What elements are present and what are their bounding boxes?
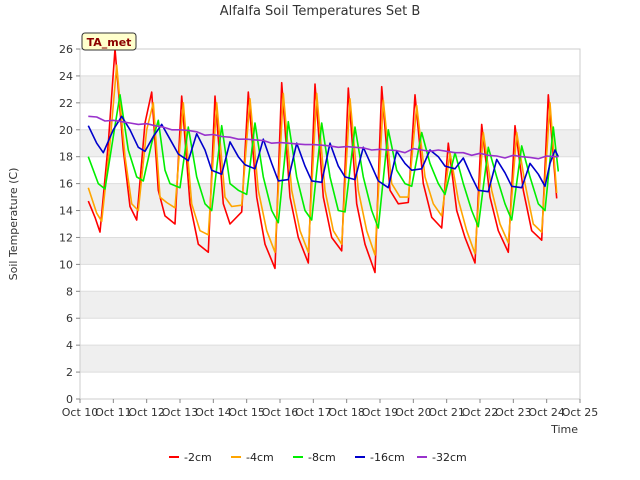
chart-title: Alfalfa Soil Temperatures Set B <box>220 4 421 19</box>
legend-label: -4cm <box>246 451 274 464</box>
site-badge: TA_met <box>81 32 137 51</box>
grid-bands <box>80 48 580 400</box>
grid-band <box>80 183 580 211</box>
legend-label: -8cm <box>308 451 336 464</box>
grid-band <box>80 75 580 103</box>
y-tick-label: 18 <box>59 151 73 164</box>
y-tick-label: 22 <box>59 97 73 110</box>
y-axis-label: Soil Temperature (C) <box>7 168 20 281</box>
y-tick-label: 8 <box>66 285 73 298</box>
y-tick-label: 4 <box>66 339 73 352</box>
y-tick-label: 24 <box>59 70 73 83</box>
series-line-minus-8cm <box>87 94 560 229</box>
series-line-minus-16cm <box>87 115 560 193</box>
legend-item: -16cm <box>355 451 405 464</box>
x-tick-label: Oct 14 <box>195 406 232 419</box>
x-tick-label: Oct 13 <box>162 406 199 419</box>
grid-band <box>80 291 580 319</box>
grid-band <box>80 345 580 373</box>
x-tick-label: Oct 16 <box>262 406 299 419</box>
series-layer <box>87 48 560 274</box>
y-tick-label: 26 <box>59 43 73 56</box>
plot-frame <box>79 48 581 400</box>
site-badge-box <box>81 32 137 51</box>
x-tick-label: Oct 15 <box>228 406 265 419</box>
y-tick-label: 16 <box>59 178 73 191</box>
x-tick-label: Oct 19 <box>362 406 399 419</box>
y-tick-label: 2 <box>66 366 73 379</box>
legend-item: -4cm <box>231 451 274 464</box>
legend: -2cm -4cm -8cm -16cm -32cm <box>169 451 467 464</box>
x-tick-label: Oct 22 <box>462 406 499 419</box>
y-tick-label: 10 <box>59 258 73 271</box>
y-tick-label: 14 <box>59 205 73 218</box>
site-badge-label: TA_met <box>87 36 132 49</box>
x-tick-label: Oct 20 <box>395 406 432 419</box>
legend-label: -32cm <box>432 451 467 464</box>
legend-item: -8cm <box>293 451 336 464</box>
x-axis-label: Time <box>550 423 578 436</box>
x-tick-label: Oct 23 <box>495 406 532 419</box>
x-tick-label: Oct 25 <box>562 406 599 419</box>
x-tick-label: Oct 18 <box>328 406 365 419</box>
legend-label: -2cm <box>184 451 212 464</box>
legend-label: -16cm <box>370 451 405 464</box>
x-tick-label: Oct 21 <box>428 406 465 419</box>
series-line-minus-32cm <box>88 115 559 160</box>
y-tick-label: 6 <box>66 312 73 325</box>
x-tick-label: Oct 11 <box>95 406 132 419</box>
x-tick-label: Oct 17 <box>295 406 332 419</box>
legend-item: -32cm <box>417 451 467 464</box>
series-line-minus-4cm <box>87 64 558 256</box>
y-tick-label: 12 <box>59 231 73 244</box>
grid-band <box>80 237 580 265</box>
y-tick-label: 0 <box>66 393 73 406</box>
x-tick-label: Oct 24 <box>528 406 565 419</box>
x-tick-label: Oct 12 <box>128 406 165 419</box>
y-tick-label: 20 <box>59 124 73 137</box>
legend-item: -2cm <box>169 451 212 464</box>
x-tick-label: Oct 10 <box>62 406 99 419</box>
